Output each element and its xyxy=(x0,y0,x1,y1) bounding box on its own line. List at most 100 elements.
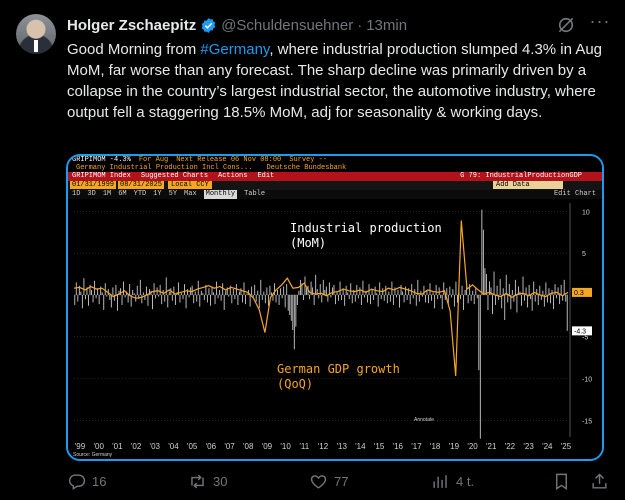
x-tick-label: '22 xyxy=(505,442,516,451)
author-handle[interactable]: @Schuldensuehner xyxy=(221,16,354,34)
x-tick-label: '14 xyxy=(355,442,366,451)
last-value-tag xyxy=(572,287,592,297)
source-note: Source: Germany xyxy=(73,452,113,458)
x-tick-label: '00 xyxy=(93,442,104,451)
chart: 10 5 -5 -10 -15 0.3 -4.3 '99 '00 '01 '02 '03 '04 '05 '… xyxy=(68,199,602,459)
bloomberg-terminal: GRIPIMOM -4.3% For Aug Next Release 06 N… xyxy=(68,156,602,459)
view-count: 4 t. xyxy=(456,473,475,489)
repost-button[interactable]: 30 xyxy=(188,470,227,492)
chart-title: G 79: IndustrialProductionGDP xyxy=(460,172,582,180)
last-value-tag xyxy=(572,326,592,336)
chart-image-card[interactable]: GRIPIMOM -4.3% For Aug Next Release 06 N… xyxy=(66,154,604,461)
x-tick-label: '06 xyxy=(206,442,217,451)
x-tick-label: '04 xyxy=(168,442,179,451)
x-tick-label: '02 xyxy=(131,442,142,451)
survey: Survey -- xyxy=(289,156,328,164)
tweet-header: Holger Zschaepitz @Schuldensuehner · 13m… xyxy=(67,14,407,36)
x-tick-label: '17 xyxy=(411,442,422,451)
terminal-menu-bar: GRIPIMOM Index Suggested Charts Actions … xyxy=(68,172,602,181)
x-tick-label: '08 xyxy=(243,442,254,451)
verified-badge-icon xyxy=(201,17,216,33)
reply-count: 16 xyxy=(92,473,107,489)
x-tick-label: '99 xyxy=(75,442,86,451)
period-6m: 6M xyxy=(118,190,127,198)
x-tick-label: '12 xyxy=(318,442,329,451)
x-tick-label: '25 xyxy=(561,442,572,451)
grok-icon[interactable] xyxy=(556,15,576,35)
terminal-series-bar: Germany Industrial Production Incl Cons.… xyxy=(68,164,602,172)
heart-icon xyxy=(310,474,327,489)
add-data: Add Data xyxy=(493,181,563,189)
actions-menu: Actions xyxy=(218,172,248,180)
annotation-gdp-line2: (QoQ) xyxy=(277,377,314,391)
table-toggle: Table xyxy=(244,190,266,198)
tweet-text-before: Good Morning from xyxy=(67,41,201,58)
y-tick-label: 10 xyxy=(582,209,590,216)
x-tick-label: '23 xyxy=(523,442,534,451)
date-end: 08/31/2025 xyxy=(118,181,165,189)
series-name: Germany Industrial Production Incl Cons.… xyxy=(76,164,253,172)
index-label: GRIPIMOM Index xyxy=(72,172,131,180)
views-icon xyxy=(433,474,447,488)
gdp-line xyxy=(73,220,569,377)
hashtag-link[interactable]: #Germany xyxy=(200,41,270,58)
bookmark-icon xyxy=(556,473,567,490)
reply-button[interactable]: 16 xyxy=(67,470,106,492)
source-org: Deutsche Bundesbank xyxy=(266,164,347,172)
author-name[interactable]: Holger Zschaepitz xyxy=(67,16,197,34)
ticker: GRIPIMOM -4.3% xyxy=(72,156,131,164)
period-1d: 1D xyxy=(72,190,81,198)
annotate-label: Annotate xyxy=(414,417,435,423)
reply-icon xyxy=(68,473,86,490)
date-start: 01/31/1999 xyxy=(70,181,117,189)
like-button[interactable]: 77 xyxy=(309,470,348,492)
annotation-industrial-production: Industrial production (MoM) xyxy=(290,221,442,251)
repost-icon xyxy=(191,474,204,488)
terminal-date-bar: 01/31/1999 08/31/2025 Local CCY Add Data xyxy=(68,181,602,190)
last-value-label: -4.3 xyxy=(574,328,586,335)
period-5y: 5Y xyxy=(168,190,178,198)
x-tick-label: '19 xyxy=(449,442,460,451)
x-tick-label: '03 xyxy=(150,442,161,451)
annotation-gdp-line1: German GDP growth xyxy=(277,362,400,376)
like-count: 77 xyxy=(334,473,349,489)
frequency: Monthly xyxy=(203,190,238,199)
x-tick-label: '20 xyxy=(467,442,478,451)
x-tick-label: '10 xyxy=(280,442,291,451)
period-max: Max xyxy=(184,190,197,198)
share-button[interactable] xyxy=(590,470,609,492)
currency: Local CCY xyxy=(168,181,212,189)
chart-background xyxy=(68,199,602,459)
timestamp[interactable]: 13min xyxy=(366,16,408,34)
annotation-gdp-growth: German GDP growth (QoQ) xyxy=(277,362,400,392)
edit-chart: Edit Chart xyxy=(553,190,596,198)
avatar[interactable] xyxy=(16,14,56,54)
y-tick-label: -15 xyxy=(582,418,592,425)
last-value-label: 0.3 xyxy=(574,290,584,297)
period-1y: 1Y xyxy=(153,190,162,198)
next-release: Next Release 06 Nov 08:00 xyxy=(176,156,282,164)
x-tick-label: '09 xyxy=(262,442,273,451)
x-tick-label: '24 xyxy=(542,442,553,451)
views-button[interactable]: 4 t. xyxy=(431,470,474,492)
action-bar: 16 30 77 4 t. xyxy=(67,470,615,492)
y-tick-label: -10 xyxy=(582,377,592,384)
terminal-ticker-bar: GRIPIMOM -4.3% For Aug Next Release 06 N… xyxy=(68,156,602,164)
share-icon xyxy=(592,472,607,489)
x-tick-label: '13 xyxy=(336,442,347,451)
separator: · xyxy=(357,16,363,34)
period: For Aug xyxy=(138,156,169,164)
annotation-ip-line2: (MoM) xyxy=(290,236,327,250)
edit-menu: Edit xyxy=(257,172,275,180)
period-1m: 1M xyxy=(102,190,112,198)
tweet-text: Good Morning from #Germany, where indust… xyxy=(67,39,615,123)
x-tick-label: '07 xyxy=(224,442,235,451)
more-options-icon[interactable]: ··· xyxy=(589,11,611,31)
repost-count: 30 xyxy=(213,473,228,489)
x-tick-label: '11 xyxy=(299,442,309,451)
suggested-charts: Suggested Charts xyxy=(140,172,209,180)
terminal-period-bar: 1D 3D 1M 6M YTD 1Y 5Y Max Monthly Table … xyxy=(68,190,602,199)
bookmark-button[interactable] xyxy=(552,470,571,492)
x-tick-label: '01 xyxy=(112,442,123,451)
period-ytd: YTD xyxy=(133,190,147,198)
